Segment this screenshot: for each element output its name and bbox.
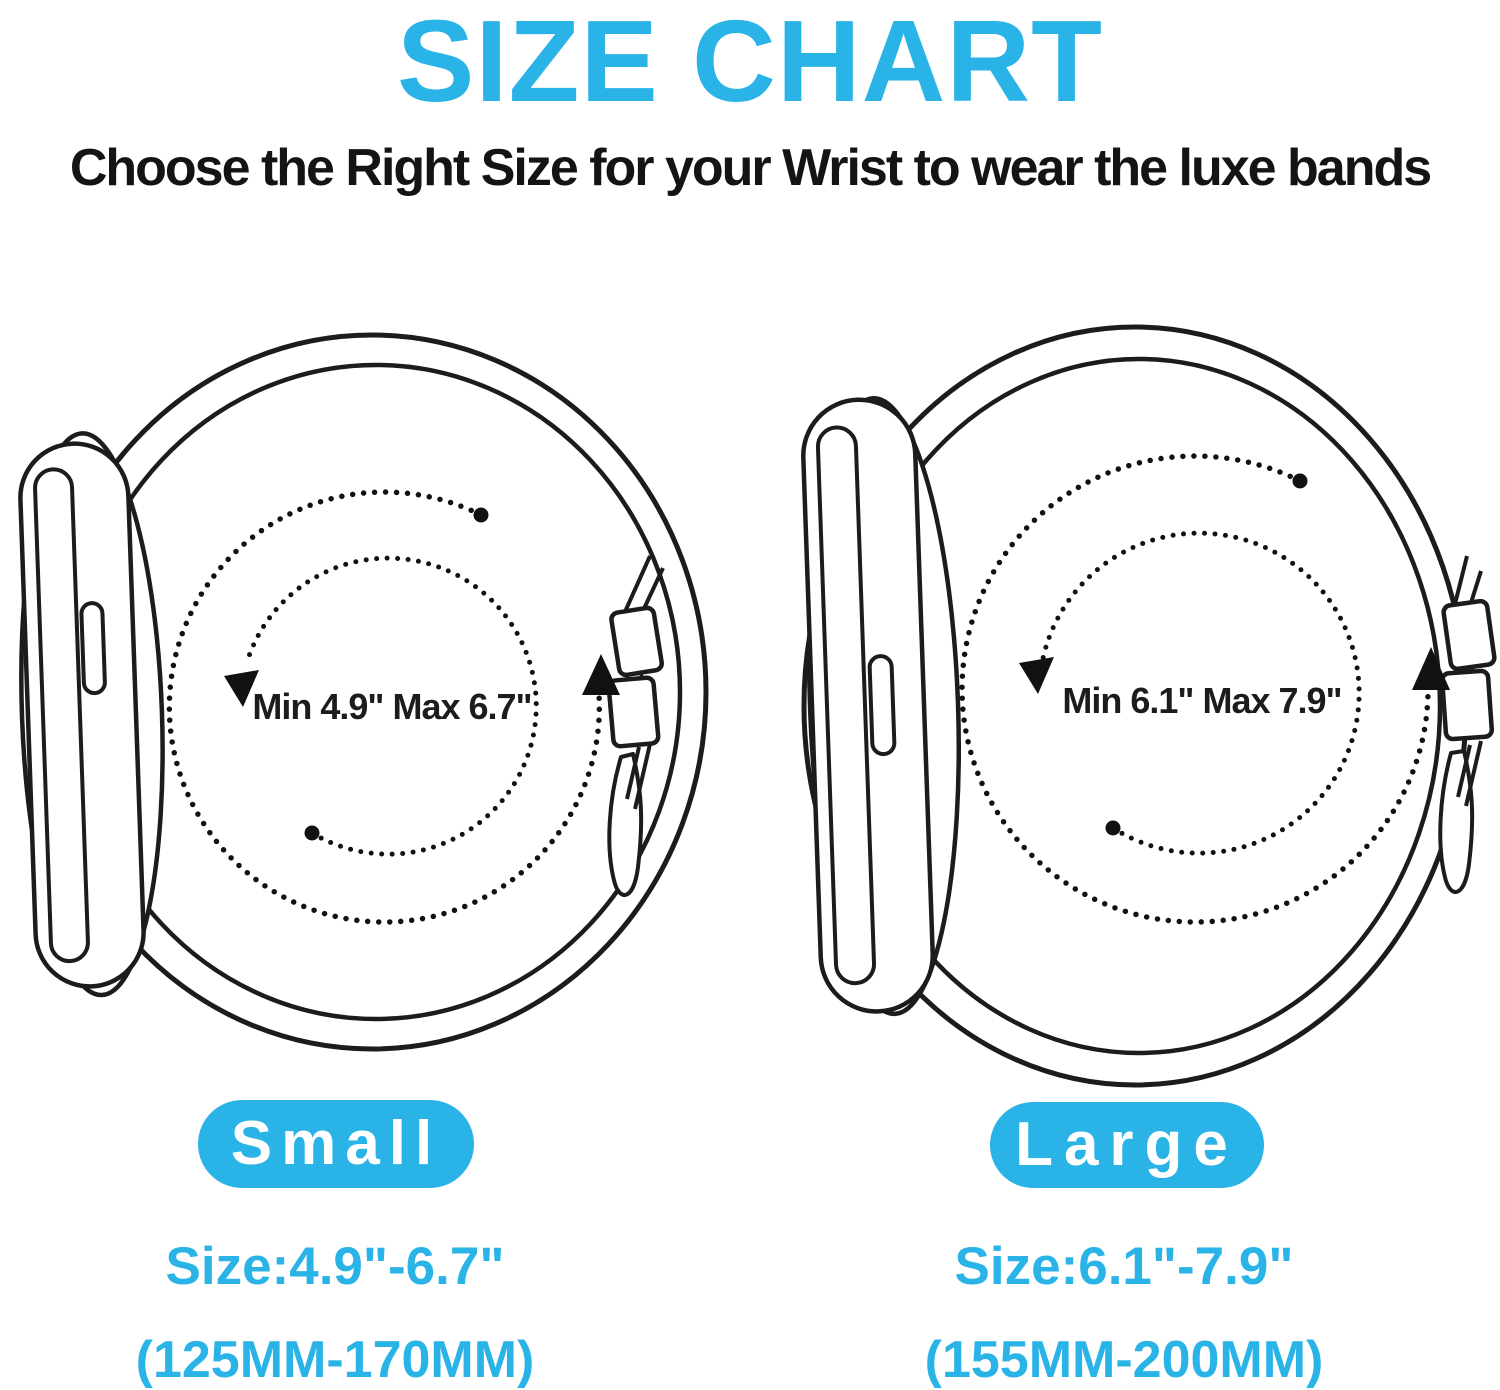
large-watch-wrap-gesture (959, 453, 1450, 925)
large-inner-arc-dot (1105, 820, 1121, 836)
large-watch-case (801, 395, 962, 1017)
large-size-inches: Size:6.1"-7.9" (954, 1237, 1294, 1296)
large-arrow-down-icon (1019, 657, 1054, 694)
subtitle: Choose the Right Size for your Wrist to … (69, 139, 1432, 197)
large-arrow-up-icon (1412, 647, 1450, 690)
small-watch-illustration (18, 332, 709, 1052)
small-wrist-range-label: Min 4.9" Max 6.7" (252, 686, 532, 727)
large-size-badge: Large (990, 1102, 1264, 1188)
large-watch-illustration (801, 324, 1497, 1088)
page-title: SIZE CHART (397, 0, 1103, 126)
small-size-mm: (125MM-170MM) (135, 1331, 535, 1389)
large-watch-clasp-upper (1441, 598, 1497, 672)
large-wrist-range-label: Min 6.1" Max 7.9" (1062, 680, 1342, 721)
small-watch-side-button (79, 601, 107, 696)
large-outer-arc-dot (1292, 473, 1308, 489)
large-watch-case-body (801, 397, 935, 1014)
large-watch-clasp (1438, 555, 1497, 894)
large-inner-dotted-arc (1039, 530, 1362, 856)
small-watch-band (35, 332, 709, 1052)
small-watch-case-edge-detail (33, 467, 90, 964)
small-watch-clasp (606, 555, 665, 897)
small-arrow-down-icon (224, 670, 259, 707)
small-watch-clasp-lower (606, 675, 661, 749)
large-watch-strap-tail (1438, 749, 1475, 894)
small-watch-clasp-upper (609, 605, 664, 678)
small-inner-arc-dot (304, 825, 320, 841)
large-watch-clasp-lower (1439, 668, 1495, 742)
small-watch-case (18, 431, 165, 998)
large-watch-side-button (867, 654, 897, 757)
large-size-mm: (155MM-200MM) (924, 1331, 1324, 1389)
small-watch-wrap-gesture (166, 489, 620, 925)
large-outer-dotted-arc (959, 453, 1431, 925)
small-arrow-up-icon (582, 654, 620, 695)
large-watch-strap-line (1453, 555, 1483, 607)
large-watch-strap-line (1456, 740, 1483, 807)
small-size-inches: Size:4.9"-6.7" (165, 1237, 505, 1296)
large-watch-case-edge-detail (815, 425, 877, 986)
small-size-badge: Small (198, 1100, 474, 1188)
small-watch-strap-line (625, 743, 652, 810)
small-outer-arc-dot (473, 507, 489, 523)
small-outer-dotted-arc (166, 489, 603, 925)
small-inner-dotted-arc (244, 555, 539, 857)
